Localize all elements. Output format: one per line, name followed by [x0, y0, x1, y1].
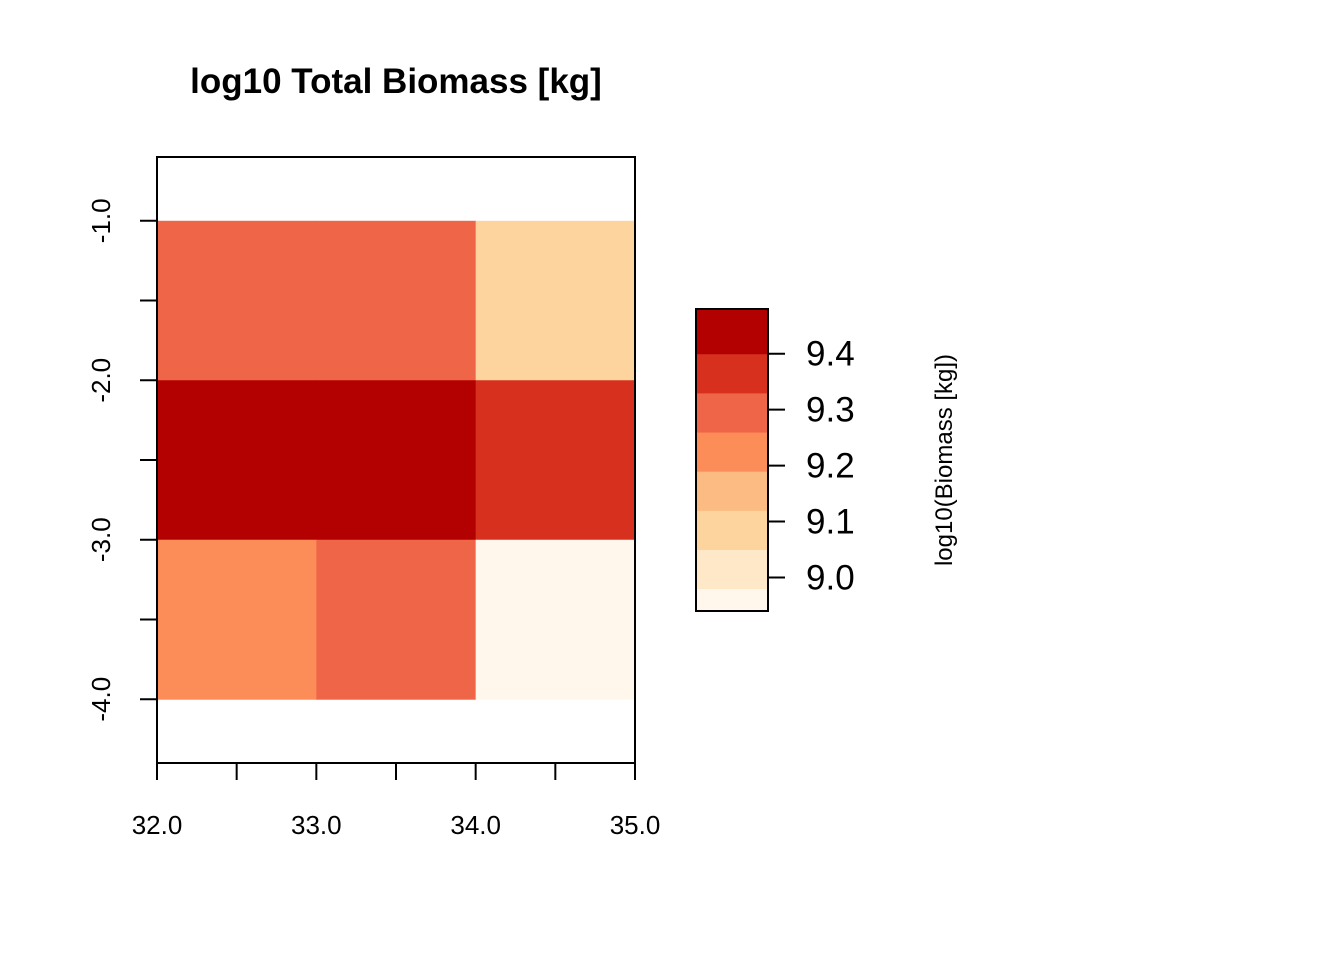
x-tick-label: 32.0	[132, 810, 183, 840]
y-tick-label: -2.0	[86, 358, 116, 403]
heatmap-cell	[157, 539, 317, 700]
colorbar-frame	[695, 308, 769, 612]
colorbar-swatch	[696, 309, 768, 355]
chart-title: log10 Total Biomass [kg]	[190, 62, 602, 101]
colorbar-swatch	[696, 432, 768, 472]
colorbar-tick-label: 9.1	[806, 503, 855, 542]
colorbar-tick-label: 9.3	[806, 391, 855, 430]
colorbar-swatch	[696, 392, 768, 433]
heatmap-cell	[475, 539, 636, 700]
heatmap-cells	[157, 220, 636, 700]
y-tick-label: -1.0	[86, 198, 116, 243]
colorbar-swatch	[696, 471, 768, 511]
y-tick-label: -3.0	[86, 517, 116, 562]
colorbar-label: log10(Biomass [kg])	[931, 354, 958, 566]
x-tick-label: 33.0	[291, 810, 342, 840]
colorbar-tick-label: 9.2	[806, 447, 855, 486]
colorbar-swatch	[696, 353, 768, 394]
colorbar-swatch	[696, 549, 768, 590]
heatmap-cell	[316, 380, 477, 541]
colorbar-tick-label: 9.4	[806, 335, 855, 374]
y-tick-label: -4.0	[86, 677, 116, 722]
heatmap-cell	[475, 380, 636, 541]
y-axis: -1.0 -2.0 -3.0 -4.0	[86, 198, 158, 722]
heatmap-cell	[157, 220, 317, 381]
x-axis: 32.0 33.0 34.0 35.0	[132, 762, 661, 840]
colorbar: 9.0 9.1 9.2 9.3 9.4	[695, 308, 855, 612]
colorbar-tick-label: 9.0	[806, 558, 855, 597]
heatmap-cell	[316, 220, 477, 381]
colorbar-swatch	[696, 588, 768, 612]
x-tick-label: 35.0	[610, 810, 661, 840]
x-tick-label: 34.0	[450, 810, 501, 840]
colorbar-swatch	[696, 510, 768, 550]
heatmap-cell	[475, 220, 636, 381]
heatmap-cell	[316, 539, 477, 700]
heatmap-cell	[157, 380, 317, 541]
